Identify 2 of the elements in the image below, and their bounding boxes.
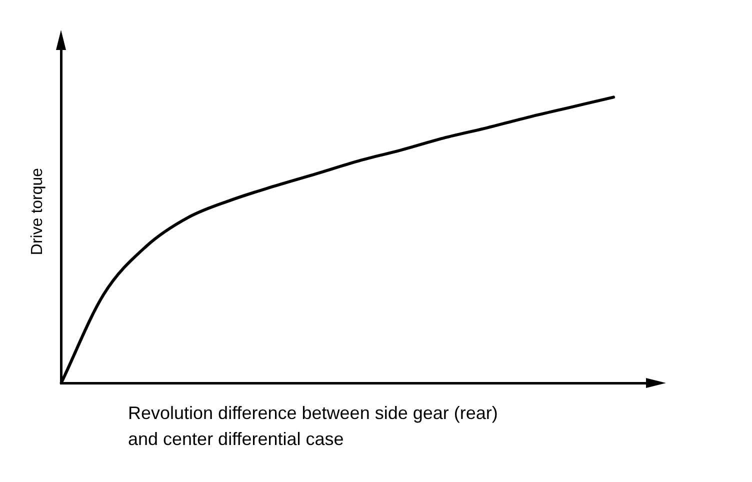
x-axis-title: Revolution difference between side gear (rear) and center differential case [128, 402, 499, 451]
y-axis-title: Drive torque [29, 168, 46, 256]
